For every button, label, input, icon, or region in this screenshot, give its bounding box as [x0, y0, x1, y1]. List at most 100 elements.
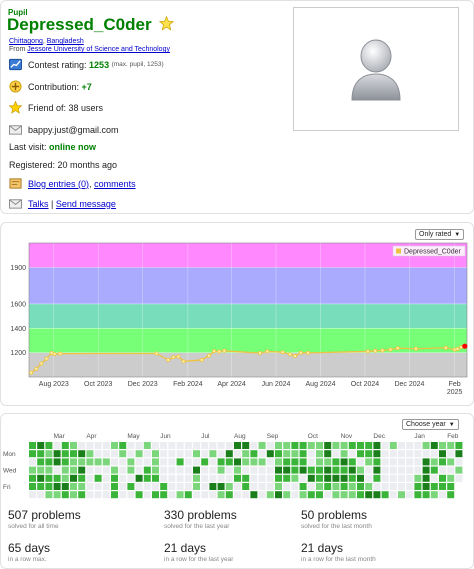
activity-panel: Choose year ▼ Mar Apr May Jun Jul Aug Sep Oct Nov… [0, 413, 474, 569]
rating-point-18 [265, 349, 270, 354]
heatmap-cell [217, 491, 225, 499]
stat-streak-month: 21 days in a row for the last month [301, 541, 376, 563]
heatmap-cell [209, 458, 217, 466]
heatmap-cell [258, 442, 266, 449]
rating-label: Contest rating: [28, 59, 87, 70]
heatmap-cell [430, 466, 438, 474]
heatmap-cell [111, 450, 118, 458]
rating-graph-panel: Only rated ▼ 1200 1400 1600 1900 Aug 2023 Oct … [0, 222, 474, 406]
rating-x-tick-2: Dec 2023 [128, 381, 158, 388]
heatmap-cell [234, 466, 241, 474]
handle-text[interactable]: Depressed_C0der [7, 15, 152, 34]
heatmap-cell [439, 442, 446, 449]
heatmap-cell [184, 458, 192, 466]
day-label-wed: Wed [3, 468, 17, 475]
heatmap-cell [53, 450, 61, 458]
heatmap-cell [307, 442, 315, 449]
last-visit-label: Last visit: [9, 142, 47, 152]
heatmap-cell [430, 442, 438, 449]
rating-value: 1253 [89, 59, 110, 70]
heatmap-cell [439, 491, 446, 499]
heatmap-cell [242, 491, 250, 499]
heatmap-cell [381, 491, 389, 499]
organization-link[interactable]: Jessore University of Science and Techno… [27, 46, 170, 53]
heatmap-cell [201, 483, 209, 490]
heatmap-cell [135, 450, 143, 458]
heatmap-cell [168, 491, 176, 499]
heatmap-cell [340, 466, 348, 474]
stat-all-time-label: solved for all time [8, 523, 59, 530]
rating-x-tick-1: Oct 2023 [84, 381, 113, 388]
heatmap-cell [201, 466, 209, 474]
rating-point-21 [293, 354, 298, 359]
heatmap-cell [143, 474, 151, 482]
year-select[interactable]: Choose year ▼ [402, 419, 459, 430]
rating-chart[interactable]: 1200 1400 1600 1900 Aug 2023 Oct 2023 Dec 2023… [1, 235, 473, 405]
registered-value: Registered: 20 months ago [9, 160, 118, 170]
from-label: From [9, 46, 26, 53]
blog-entries-link[interactable]: Blog entries (0) [28, 178, 90, 189]
heatmap-cell [176, 466, 184, 474]
heatmap-cell [389, 458, 397, 466]
heatmap-cell [135, 474, 143, 482]
heatmap-cell [414, 474, 422, 482]
heatmap-cell [430, 491, 438, 499]
heatmap-cell [316, 450, 323, 458]
user-handle[interactable]: Depressed_C0der [7, 15, 175, 35]
heatmap-cell [258, 450, 266, 458]
heatmap-cell [381, 483, 389, 490]
heatmap-cell [102, 450, 110, 458]
heatmap-cell [45, 442, 53, 449]
heatmap-cell [406, 474, 414, 482]
rating-band-3 [29, 267, 467, 304]
heatmap-cell [168, 458, 176, 466]
heatmap-cell [102, 442, 110, 449]
heatmap-cell [217, 474, 225, 482]
heatmap-cell [94, 466, 102, 474]
heatmap-cell [291, 491, 299, 499]
rating-point-12 [199, 357, 204, 362]
heatmap-cell [209, 450, 217, 458]
heatmap-cell [78, 450, 86, 458]
heatmap-cell [299, 466, 307, 474]
heatmap-cell [250, 491, 258, 499]
email-row: bappy.just@gmail.com [9, 123, 119, 136]
talks-link[interactable]: Talks [28, 198, 49, 209]
heatmap-cell [406, 442, 414, 449]
star-icon[interactable] [159, 16, 175, 31]
heatmap-cell [242, 483, 250, 490]
day-label-mon: Mon [3, 451, 16, 458]
heatmap-cell [61, 466, 69, 474]
heatmap-cell [332, 491, 340, 499]
heatmap-cell [250, 466, 258, 474]
heatmap-cell [414, 491, 422, 499]
heatmap-cell [316, 483, 323, 490]
rated-filter-select[interactable]: Only rated ▼ [415, 229, 465, 240]
heatmap-cell [201, 491, 209, 499]
city-link[interactable]: Chittagong [9, 38, 43, 45]
rating-point-9 [171, 355, 176, 360]
rating-x-tick-6: Aug 2024 [306, 381, 336, 388]
stat-streak-month-label: in a row for the last month [301, 556, 376, 563]
heatmap-cell [102, 483, 110, 490]
heatmap-cell [398, 466, 405, 474]
send-message-link[interactable]: Send message [55, 198, 116, 209]
heatmap-cell [422, 450, 430, 458]
talks-separator: | [51, 198, 54, 209]
country-link[interactable]: Bangladesh [46, 38, 84, 45]
heatmap-cell [168, 450, 176, 458]
heatmap-cell [291, 450, 299, 458]
comments-link[interactable]: comments [94, 178, 136, 189]
heatmap-cell [348, 466, 356, 474]
heatmap-cell [135, 483, 143, 490]
heatmap-cell [160, 442, 168, 449]
heatmap-cell [447, 474, 455, 482]
heatmap-cell [70, 491, 77, 499]
heatmap-cell [348, 483, 356, 490]
rating-point-27 [388, 347, 393, 352]
rating-point-6 [58, 351, 63, 356]
heatmap-cell [242, 458, 250, 466]
heatmap-cell [86, 466, 94, 474]
heatmap-cell [299, 450, 307, 458]
heatmap-cell [258, 491, 266, 499]
